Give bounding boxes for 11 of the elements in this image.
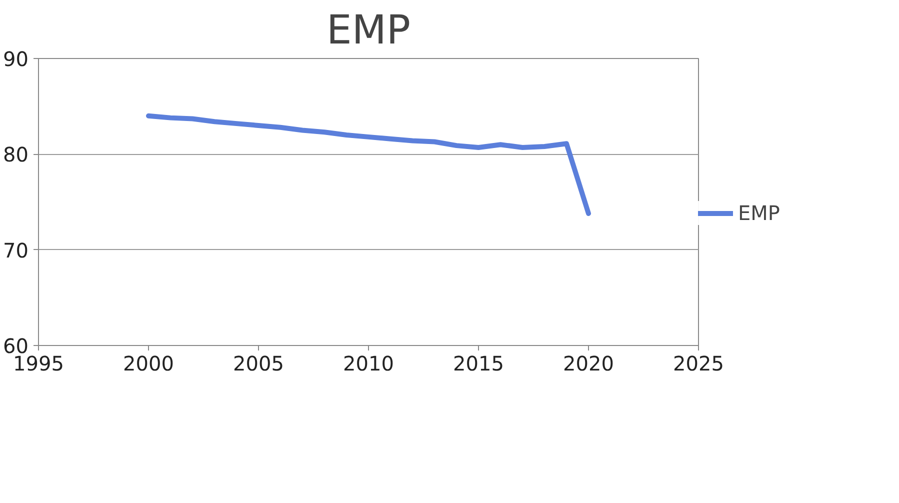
x-tick-label: 2025	[673, 352, 724, 376]
x-tick-label: 2020	[563, 352, 614, 376]
y-tick-label: 80	[3, 142, 29, 167]
legend-label: EMP	[738, 201, 780, 225]
chart-title: EMP	[326, 8, 410, 54]
y-tick-label: 70	[3, 238, 29, 262]
x-tick-label: 2010	[343, 352, 394, 376]
x-tick-label: 2000	[123, 352, 174, 376]
x-tick-label: 2005	[233, 352, 284, 376]
x-tick-label: 2015	[453, 352, 504, 376]
y-tick-label: 90	[3, 47, 29, 71]
